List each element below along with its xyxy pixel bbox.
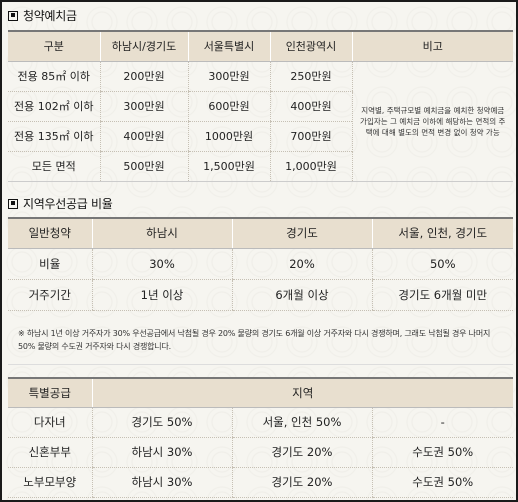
divider bbox=[8, 364, 513, 365]
table-cell: 전용 85㎡ 이하 bbox=[8, 61, 100, 92]
table-cell: 수도권 50% bbox=[371, 437, 514, 468]
section-title-text: 지역우선공급 비율 bbox=[23, 197, 113, 211]
square-bullet-icon bbox=[8, 198, 18, 209]
column-header: 지역 bbox=[91, 378, 514, 408]
table-cell: 비율 bbox=[8, 248, 92, 280]
table-cell: 하남시 30% bbox=[91, 437, 232, 468]
table-row: 모든 면적 500만원 1,500만원 1,000만원 bbox=[8, 151, 513, 182]
remarks-note: 지역별, 주택규모별 예치금을 예치한 청약예금 가입자는 그 예치금 이하에 … bbox=[351, 61, 513, 182]
table-cell: 1,500만원 bbox=[187, 151, 270, 182]
deposit-table: 구분 하남시/경기도 서울특별시 인천광역시 비고 전용 85㎡ 이하 200만… bbox=[8, 30, 513, 182]
column-header: 인천광역시 bbox=[269, 31, 352, 62]
regional-priority-table: 일반청약 하남시 경기도 서울, 인천, 경기도 비율 30% 20% 50% … bbox=[8, 217, 513, 311]
table-cell: 경기도 6개월 미만 bbox=[371, 279, 513, 311]
table-header-row: 일반청약 하남시 경기도 서울, 인천, 경기도 bbox=[8, 218, 513, 249]
table-cell: 경기도 20% bbox=[231, 467, 372, 498]
section-title-text: 청약예치금 bbox=[23, 9, 77, 23]
table-cell: 250만원 bbox=[269, 61, 352, 92]
table-cell: 거주기간 bbox=[8, 279, 92, 311]
square-bullet-icon bbox=[8, 10, 18, 21]
table-cell: 신혼부부 bbox=[8, 437, 92, 468]
table-cell: 400만원 bbox=[99, 121, 188, 152]
table-cell: 500만원 bbox=[99, 151, 188, 182]
special-supply-table: 특별공급 지역 다자녀 경기도 50% 서울, 인천 50% - 신혼부부 하남… bbox=[8, 377, 514, 498]
table-cell: 모든 면적 bbox=[8, 151, 100, 182]
column-header: 경기도 bbox=[231, 218, 372, 249]
table-header-row: 구분 하남시/경기도 서울특별시 인천광역시 비고 bbox=[8, 31, 513, 62]
table-row: 거주기간 1년 이상 6개월 이상 경기도 6개월 미만 bbox=[8, 279, 513, 311]
table-cell: 6개월 이상 bbox=[231, 279, 372, 311]
column-header: 하남시 bbox=[91, 218, 232, 249]
column-header: 서울, 인천, 경기도 bbox=[371, 218, 513, 249]
table-cell: 700만원 bbox=[269, 121, 352, 152]
table-cell: 400만원 bbox=[269, 91, 352, 122]
column-header: 하남시/경기도 bbox=[99, 31, 188, 62]
priority-footnote: ※ 하남시 1년 이상 거주자가 30% 우선공급에서 낙첨될 경우 20% 물… bbox=[18, 329, 491, 351]
table-cell: 1년 이상 bbox=[91, 279, 232, 311]
table-cell: 200만원 bbox=[99, 61, 188, 92]
table-cell: 50% bbox=[371, 248, 513, 280]
table-cell: 노부모부양 bbox=[8, 467, 92, 498]
table-cell: 전용 135㎡ 이하 bbox=[8, 121, 100, 152]
table-cell: 30% bbox=[91, 248, 232, 280]
table-cell: 수도권 50% bbox=[371, 467, 514, 498]
table-cell: 20% bbox=[231, 248, 372, 280]
table-cell: - bbox=[371, 407, 514, 438]
column-header: 특별공급 bbox=[8, 378, 92, 408]
table-row: 전용 102㎡ 이하 300만원 600만원 400만원 bbox=[8, 91, 513, 122]
table-cell: 600만원 bbox=[187, 91, 270, 122]
section-title-regional: 지역우선공급 비율 bbox=[8, 195, 113, 212]
table-cell: 경기도 50% bbox=[91, 407, 232, 438]
table-header-row: 특별공급 지역 bbox=[8, 378, 514, 408]
table-row: 신혼부부 하남시 30% 경기도 20% 수도권 50% bbox=[8, 437, 514, 468]
column-header: 일반청약 bbox=[8, 218, 92, 249]
table-cell: 전용 102㎡ 이하 bbox=[8, 91, 100, 122]
table-row: 전용 135㎡ 이하 400만원 1000만원 700만원 bbox=[8, 121, 513, 152]
table-cell: 1000만원 bbox=[187, 121, 270, 152]
section-title-deposit: 청약예치금 bbox=[8, 7, 77, 24]
table-row: 노부모부양 하남시 30% 경기도 20% 수도권 50% bbox=[8, 467, 514, 498]
table-cell: 300만원 bbox=[187, 61, 270, 92]
column-header: 서울특별시 bbox=[187, 31, 270, 62]
table-cell: 서울, 인천 50% bbox=[231, 407, 372, 438]
column-header: 구분 bbox=[8, 31, 100, 62]
table-row: 다자녀 경기도 50% 서울, 인천 50% - bbox=[8, 407, 514, 438]
table-cell: 300만원 bbox=[99, 91, 188, 122]
table-cell: 경기도 20% bbox=[231, 437, 372, 468]
table-row: 비율 30% 20% 50% bbox=[8, 248, 513, 280]
table-cell: 다자녀 bbox=[8, 407, 92, 438]
table-cell: 하남시 30% bbox=[91, 467, 232, 498]
column-header: 비고 bbox=[351, 31, 513, 62]
table-cell: 1,000만원 bbox=[269, 151, 352, 182]
table-row: 전용 85㎡ 이하 200만원 300만원 250만원 지역별, 주택규모별 예… bbox=[8, 61, 513, 182]
